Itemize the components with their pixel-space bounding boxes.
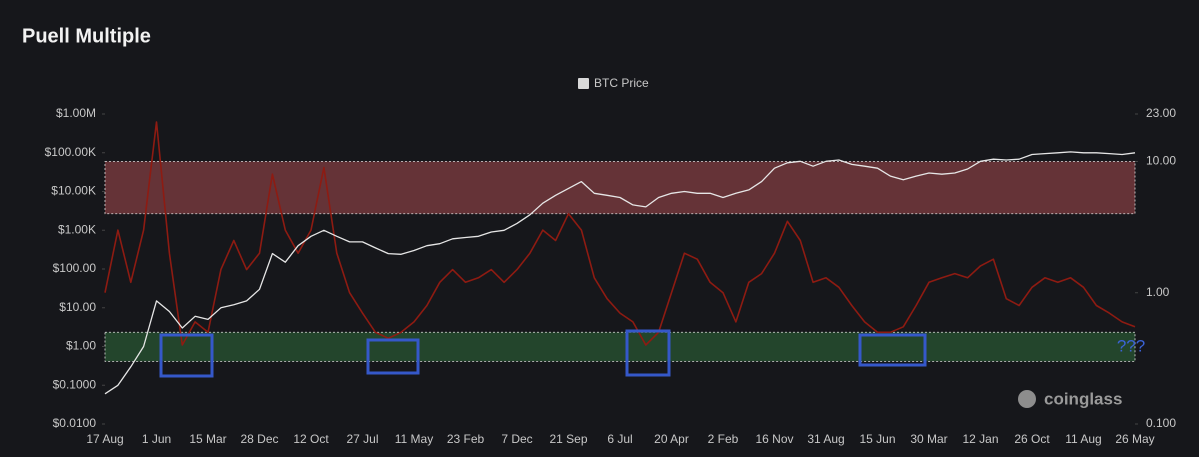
highlight-boxes <box>159 329 927 378</box>
y-tick-label: $1.00 <box>66 339 96 353</box>
x-tick-label: 30 Mar <box>910 432 947 446</box>
series-line <box>104 151 1136 395</box>
highlight-box <box>625 329 671 377</box>
x-tick-label: 11 Aug <box>1065 432 1101 446</box>
x-tick-label: 12 Oct <box>293 432 329 446</box>
x-tick-label: 26 Oct <box>1014 432 1050 446</box>
legend-label: BTC Price <box>594 76 649 90</box>
highlight-box <box>366 338 420 375</box>
x-tick-label: 20 Apr <box>654 432 689 446</box>
plot-area: $1.00M $100.00K $10.00K $1.00K $100.00 $10.00… <box>45 106 1177 446</box>
y-tick-label: $1.00M <box>56 106 96 120</box>
y2-tick-label: 0.100 <box>1146 416 1176 430</box>
series-line <box>104 121 1136 346</box>
x-tick-label: 16 Nov <box>755 432 793 446</box>
y2-tick-label: 1.00 <box>1146 285 1170 299</box>
x-tick-label: 23 Feb <box>447 432 485 446</box>
legend-swatch <box>578 78 589 89</box>
x-tick-label: 15 Jun <box>859 432 895 446</box>
y2-tick-label: 10.00 <box>1146 154 1176 168</box>
watermark-logo <box>1018 390 1036 408</box>
x-tick-label: 28 Dec <box>240 432 278 446</box>
y-tick-label: $100.00 <box>53 261 97 275</box>
x-tick-label: 15 Mar <box>189 432 226 446</box>
x-tick-label: 21 Sep <box>549 432 587 446</box>
x-tick-label: 7 Dec <box>501 432 532 446</box>
x-tick-label: 1 Jun <box>142 432 171 446</box>
y-tick-label: $0.0100 <box>53 416 97 430</box>
watermark: coinglass <box>1044 389 1122 408</box>
y-tick-label: $100.00K <box>45 145 96 159</box>
band <box>104 161 1136 215</box>
y-tick-label: $1.00K <box>58 222 96 236</box>
highlight-box <box>159 333 214 378</box>
x-tick-label: 31 Aug <box>807 432 844 446</box>
y-tick-label: $0.1000 <box>53 377 97 391</box>
y-tick-label: $10.00 <box>59 300 96 314</box>
x-tick-label: 2 Feb <box>708 432 739 446</box>
chart-title: Puell Multiple <box>22 25 151 47</box>
band <box>104 331 1136 362</box>
y2-tick-label: 23.00 <box>1146 106 1176 120</box>
highlight-box <box>858 333 927 367</box>
x-tick-label: 12 Jan <box>962 432 998 446</box>
x-tick-label: 26 May <box>1115 432 1154 446</box>
x-tick-label: 27 Jul <box>346 432 378 446</box>
y-tick-label: $10.00K <box>51 184 96 198</box>
x-tick-label: 6 Jul <box>607 432 632 446</box>
x-tick-label: 11 May <box>395 432 433 446</box>
annotation: ??? <box>1117 336 1145 355</box>
x-tick-label: 17 Aug <box>86 432 123 446</box>
